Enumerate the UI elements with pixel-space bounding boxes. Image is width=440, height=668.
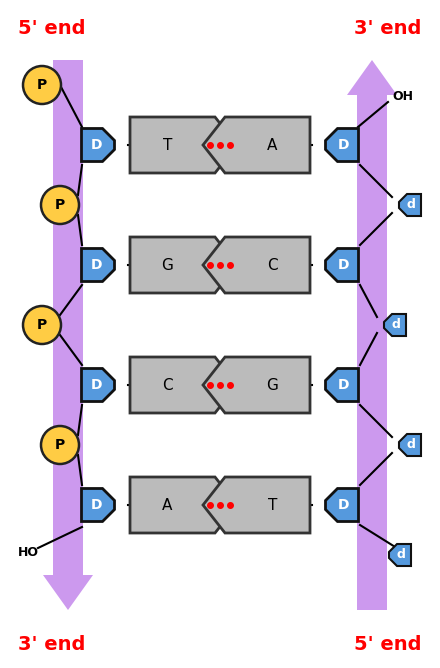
- Text: P: P: [55, 438, 65, 452]
- Text: 5' end: 5' end: [354, 635, 422, 655]
- Polygon shape: [81, 248, 114, 281]
- Text: G: G: [161, 257, 173, 273]
- Polygon shape: [130, 357, 237, 413]
- Polygon shape: [130, 237, 237, 293]
- Text: 3' end: 3' end: [354, 19, 422, 37]
- Text: D: D: [91, 138, 102, 152]
- Polygon shape: [326, 248, 359, 281]
- Text: T: T: [268, 498, 277, 512]
- Text: D: D: [91, 498, 102, 512]
- Text: d: d: [407, 438, 415, 452]
- Text: C: C: [267, 257, 278, 273]
- Polygon shape: [130, 117, 237, 173]
- Circle shape: [41, 186, 79, 224]
- Polygon shape: [203, 357, 310, 413]
- Text: P: P: [37, 318, 47, 332]
- Polygon shape: [130, 477, 237, 533]
- Text: G: G: [267, 377, 279, 393]
- Text: D: D: [338, 258, 349, 272]
- Polygon shape: [357, 95, 387, 610]
- Circle shape: [23, 306, 61, 344]
- Circle shape: [41, 426, 79, 464]
- Text: d: d: [392, 319, 400, 331]
- Text: D: D: [91, 258, 102, 272]
- Text: d: d: [407, 198, 415, 212]
- Polygon shape: [326, 128, 359, 162]
- Polygon shape: [347, 60, 397, 95]
- Polygon shape: [203, 237, 310, 293]
- Polygon shape: [81, 128, 114, 162]
- Text: D: D: [338, 138, 349, 152]
- Polygon shape: [81, 488, 114, 522]
- Polygon shape: [53, 60, 83, 575]
- Polygon shape: [326, 488, 359, 522]
- Text: C: C: [162, 377, 173, 393]
- Polygon shape: [326, 369, 359, 401]
- Text: D: D: [91, 378, 102, 392]
- Text: P: P: [37, 78, 47, 92]
- Text: P: P: [55, 198, 65, 212]
- Text: A: A: [268, 138, 278, 152]
- Text: A: A: [162, 498, 172, 512]
- Text: D: D: [338, 378, 349, 392]
- Text: 5' end: 5' end: [18, 19, 86, 37]
- Polygon shape: [43, 575, 93, 610]
- Polygon shape: [203, 117, 310, 173]
- Polygon shape: [389, 544, 411, 566]
- Polygon shape: [399, 194, 421, 216]
- Text: HO: HO: [18, 546, 39, 560]
- Polygon shape: [384, 314, 406, 336]
- Circle shape: [23, 66, 61, 104]
- Polygon shape: [81, 369, 114, 401]
- Polygon shape: [399, 434, 421, 456]
- Text: T: T: [163, 138, 172, 152]
- Polygon shape: [203, 477, 310, 533]
- Text: 3' end: 3' end: [18, 635, 86, 655]
- Text: OH: OH: [392, 90, 413, 104]
- Text: D: D: [338, 498, 349, 512]
- Text: d: d: [396, 548, 405, 562]
